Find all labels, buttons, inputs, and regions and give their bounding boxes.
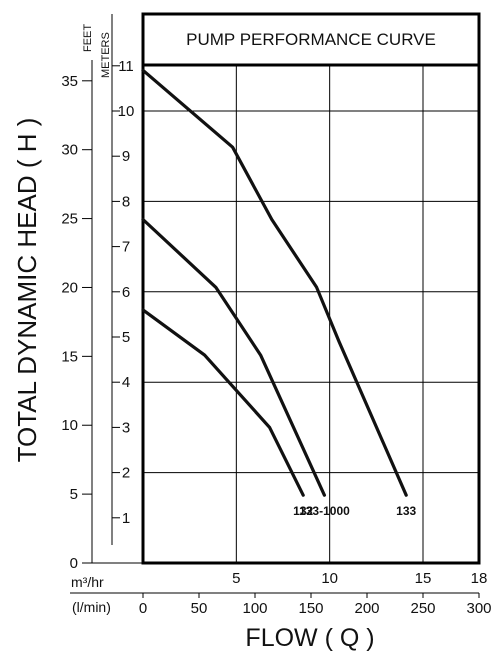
lmin-unit-label: (l/min)	[72, 599, 111, 615]
feet-tick-label: 10	[61, 417, 78, 434]
series-line-133	[141, 68, 408, 497]
feet-tick-label: 0	[70, 555, 78, 572]
feet-tick-label: 20	[61, 279, 78, 296]
meters-axis: 1 2 3 4 5 6 7 8 9 10 11	[112, 58, 134, 527]
meter-tick-label: 9	[122, 148, 130, 165]
m3hr-tick-label: 18	[471, 570, 488, 587]
series-label-133: 133	[396, 504, 416, 518]
meter-tick-label: 11	[118, 58, 134, 75]
meter-tick-label: 3	[122, 419, 130, 436]
plot-frame	[141, 12, 481, 565]
feet-tick-label: 35	[61, 73, 78, 90]
feet-tick-label: 25	[61, 211, 78, 228]
lmin-axis: 0 50 100 150 200 250 300	[139, 593, 492, 617]
lmin-tick-label: 250	[410, 600, 435, 617]
meter-tick-label: 1	[122, 510, 130, 527]
lmin-tick-label: 300	[466, 600, 491, 617]
feet-tick-label: 5	[70, 486, 78, 503]
feet-unit-label: FEET	[82, 24, 94, 52]
chart-title: PUMP PERFORMANCE CURVE	[186, 30, 436, 49]
m3hr-tick-label: 5	[232, 570, 240, 587]
m3hr-tick-label: 15	[415, 570, 432, 587]
series-label-133-1000: 133-1000	[299, 504, 350, 518]
feet-tick-label: 15	[61, 348, 78, 365]
meter-tick-label: 4	[122, 374, 130, 391]
meters-unit-label: METERS	[100, 32, 112, 78]
lmin-tick-label: 50	[191, 600, 208, 617]
series-line-133-1000	[141, 217, 326, 497]
meter-tick-label: 7	[122, 239, 130, 256]
lmin-tick-label: 150	[298, 600, 323, 617]
x-axis-title: FLOW ( Q )	[245, 624, 374, 652]
meter-tick-label: 6	[122, 284, 130, 301]
series-line-132	[141, 308, 305, 497]
lmin-tick-label: 200	[354, 600, 379, 617]
y-axis-title: TOTAL DYNAMIC HEAD ( H )	[12, 118, 42, 463]
feet-tick-label: 30	[61, 142, 78, 159]
lmin-tick-label: 0	[139, 600, 147, 617]
feet-axis: 0 5 10 15 20 25 30 35	[61, 73, 92, 572]
lmin-tick-label: 100	[242, 600, 267, 617]
chart-grid	[143, 65, 479, 563]
meter-tick-label: 5	[122, 329, 130, 346]
meter-tick-label: 10	[118, 103, 135, 120]
meter-tick-label: 8	[122, 193, 130, 210]
meter-tick-label: 2	[122, 465, 130, 482]
m3hr-unit-label: m³/hr	[71, 574, 104, 590]
series-label-132: 132	[293, 504, 313, 518]
m3hr-tick-label: 10	[321, 570, 338, 587]
m3hr-axis: 5 10 15 18	[232, 570, 487, 587]
